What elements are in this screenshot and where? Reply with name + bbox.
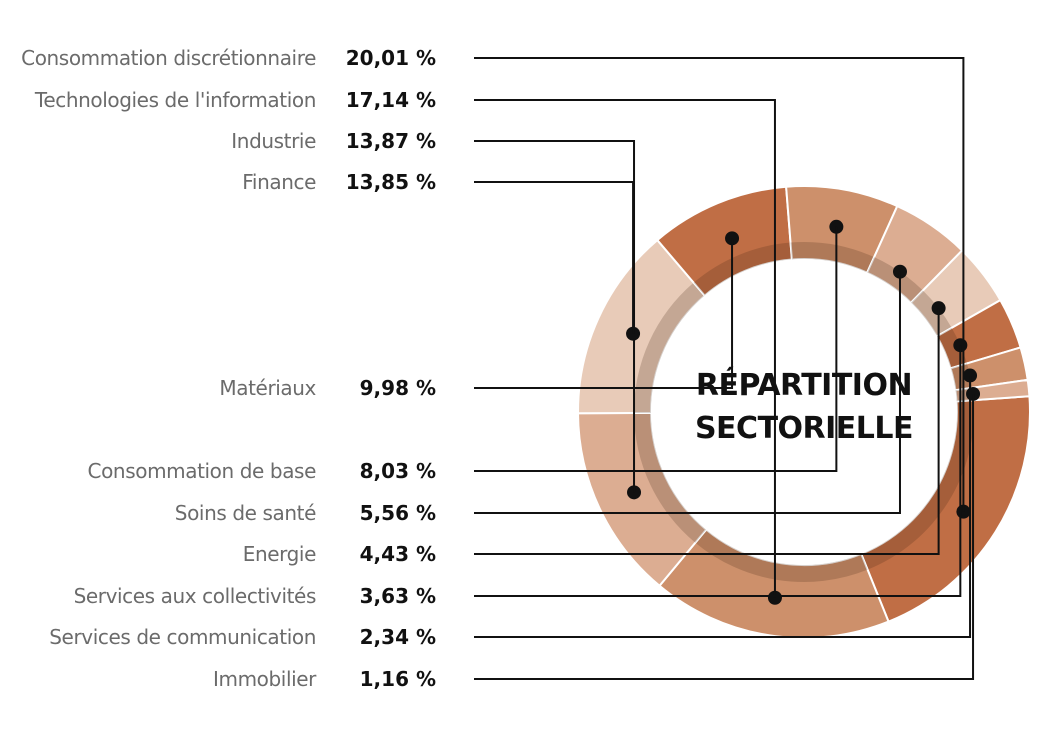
leader-line [474,308,940,555]
leader-line [474,57,965,512]
sector-label: Services de communication [49,625,316,649]
donut-slice-band [911,290,952,337]
leader-lines [474,57,981,680]
sector-label: Industrie [231,129,316,153]
leader-line [474,375,972,638]
sector-label: Services aux collectivités [74,584,316,608]
sector-label: Energie [243,542,316,566]
sector-value: 13,85 % [346,170,436,194]
leader-line [474,99,776,598]
donut-slice-band [693,242,792,296]
sector-value: 8,03 % [360,459,436,483]
sector-label: Finance [242,170,316,194]
chart-title-line-2: SECTORIELLE [695,411,913,446]
donut-slice-band [790,241,875,273]
sector-value: 4,43 % [360,542,436,566]
donut-slice-band [867,257,923,303]
leader-line [474,140,636,493]
sector-value: 20,01 % [346,46,436,70]
leader-line [474,393,975,680]
donut-slice-band [695,529,868,583]
sector-value: 3,63 % [360,584,436,608]
chart-title-line-1: RÉPARTITION [696,367,912,403]
leader-line [474,271,901,514]
sector-value: 2,34 % [360,625,436,649]
sector-value: 5,56 % [360,501,436,525]
sector-label: Soins de santé [175,501,316,525]
sector-label: Immobilier [213,667,317,691]
sector-value: 13,87 % [346,129,436,153]
leader-line [474,226,838,472]
legend-labels: Consommation discrétionnaire 20,01 % Techn… [21,46,436,691]
leader-line [474,181,635,334]
sector-value: 1,16 % [360,667,436,691]
sector-label: Consommation discrétionnaire [21,46,316,70]
sector-label: Matériaux [219,376,316,400]
leader-line [474,238,734,389]
sector-value: 9,98 % [360,376,436,400]
donut-center [651,259,957,565]
donut-slice-band [634,412,707,543]
sector-label: Consommation de base [88,459,317,483]
donut-slice-band [634,282,705,413]
sector-label: Technologies de l'information [34,88,316,112]
leader-line [474,345,962,597]
sector-value: 17,14 % [346,88,436,112]
